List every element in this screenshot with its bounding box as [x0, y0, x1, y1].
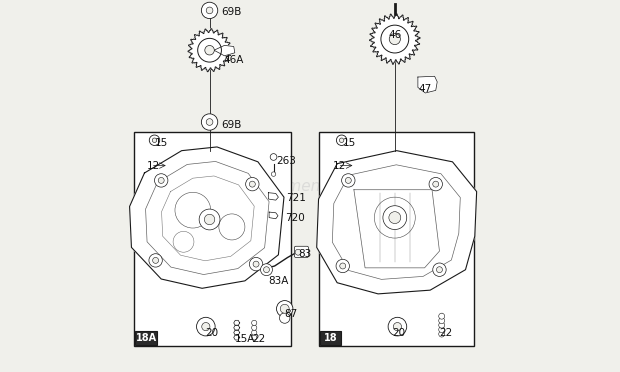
Polygon shape [234, 320, 240, 326]
Circle shape [252, 330, 257, 335]
Circle shape [252, 320, 257, 326]
Circle shape [206, 119, 213, 125]
Circle shape [393, 323, 402, 331]
Circle shape [205, 45, 215, 55]
Text: 69B: 69B [221, 120, 242, 129]
Circle shape [158, 177, 164, 183]
Polygon shape [234, 325, 240, 330]
Text: 721: 721 [286, 193, 306, 203]
Text: 83A: 83A [268, 276, 289, 286]
Polygon shape [418, 76, 437, 93]
Circle shape [219, 214, 245, 240]
Text: 22: 22 [440, 328, 453, 337]
Circle shape [383, 206, 407, 230]
Text: eReplacementParts.com: eReplacementParts.com [216, 179, 404, 193]
Circle shape [202, 323, 210, 331]
Circle shape [173, 231, 194, 252]
Circle shape [253, 261, 259, 267]
Text: 20: 20 [205, 328, 218, 337]
Circle shape [149, 254, 162, 267]
Circle shape [295, 249, 301, 255]
FancyBboxPatch shape [319, 132, 474, 346]
Text: 720: 720 [285, 213, 304, 222]
Circle shape [205, 214, 215, 225]
Circle shape [202, 114, 218, 130]
Circle shape [277, 301, 293, 317]
Circle shape [340, 263, 346, 269]
Circle shape [175, 192, 211, 228]
Circle shape [153, 138, 157, 142]
Circle shape [342, 174, 355, 187]
Polygon shape [317, 151, 477, 294]
Circle shape [272, 172, 276, 176]
Circle shape [433, 181, 439, 187]
Text: 18A: 18A [136, 333, 157, 343]
Circle shape [439, 331, 445, 337]
Text: 22: 22 [252, 334, 265, 344]
FancyBboxPatch shape [135, 331, 157, 345]
Circle shape [374, 197, 415, 238]
Text: 18: 18 [324, 333, 337, 343]
Text: 12: 12 [333, 161, 347, 171]
Circle shape [436, 267, 443, 273]
Circle shape [202, 2, 218, 19]
Text: 263: 263 [276, 156, 296, 166]
Circle shape [389, 212, 401, 224]
FancyBboxPatch shape [294, 246, 309, 257]
Circle shape [280, 304, 289, 313]
Text: 15: 15 [342, 138, 356, 148]
Text: 12: 12 [147, 161, 161, 171]
Polygon shape [130, 147, 284, 288]
Circle shape [429, 177, 443, 191]
Circle shape [249, 181, 255, 187]
Circle shape [260, 264, 272, 276]
Circle shape [153, 257, 159, 263]
Circle shape [197, 317, 215, 336]
Circle shape [264, 267, 270, 273]
Text: 20: 20 [392, 328, 405, 337]
Text: 87: 87 [285, 310, 298, 319]
Circle shape [249, 257, 263, 271]
Circle shape [280, 313, 290, 323]
Circle shape [336, 259, 350, 273]
Circle shape [252, 325, 257, 330]
Circle shape [270, 154, 277, 160]
Circle shape [339, 138, 344, 142]
Polygon shape [234, 330, 240, 335]
Circle shape [389, 33, 401, 45]
Text: 15: 15 [154, 138, 168, 148]
Text: 47: 47 [418, 84, 432, 93]
Polygon shape [269, 212, 278, 219]
Circle shape [206, 7, 213, 14]
Text: 46: 46 [388, 31, 401, 40]
Circle shape [433, 263, 446, 276]
Polygon shape [188, 29, 231, 72]
Circle shape [388, 317, 407, 336]
Circle shape [154, 174, 168, 187]
Circle shape [199, 209, 220, 230]
Polygon shape [214, 45, 235, 56]
Text: 15A: 15A [235, 334, 255, 344]
Text: 46A: 46A [224, 55, 244, 64]
Text: 69B: 69B [221, 7, 242, 17]
Circle shape [198, 38, 221, 62]
Polygon shape [234, 335, 240, 340]
Polygon shape [268, 193, 278, 200]
FancyBboxPatch shape [135, 132, 291, 346]
Circle shape [337, 135, 347, 145]
Circle shape [439, 327, 445, 333]
Circle shape [439, 322, 445, 328]
Circle shape [252, 335, 257, 340]
Circle shape [246, 177, 259, 191]
Polygon shape [370, 14, 420, 64]
Circle shape [149, 135, 160, 145]
Text: 83: 83 [298, 249, 311, 259]
Circle shape [439, 318, 445, 324]
Circle shape [381, 25, 409, 53]
Circle shape [439, 313, 445, 319]
FancyBboxPatch shape [320, 331, 340, 345]
Circle shape [345, 177, 352, 183]
